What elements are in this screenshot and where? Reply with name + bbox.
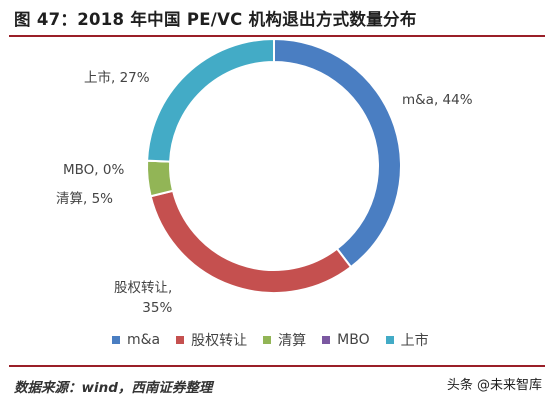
legend-item-mbo: MBO bbox=[322, 332, 370, 348]
legend-swatch bbox=[263, 336, 272, 344]
legend-item-ma: m&a bbox=[112, 332, 160, 348]
source-divider bbox=[9, 365, 545, 367]
label-equity-transfer-line2: 35% bbox=[142, 300, 173, 316]
legend-swatch bbox=[385, 336, 394, 344]
legend-label: 清算 bbox=[278, 333, 307, 349]
legend-item-ipo: 上市 bbox=[385, 330, 429, 350]
legend-swatch bbox=[112, 336, 120, 344]
donut-chart bbox=[146, 37, 402, 294]
label-equity-transfer: 股权转让, 35% bbox=[114, 278, 172, 318]
watermark-text: 头条 @未来智库 bbox=[446, 378, 542, 393]
source-note: 数据来源：wind，西南证券整理 bbox=[14, 380, 213, 396]
chart-title: 图 47：2018 年中国 PE/VC 机构退出方式数量分布 bbox=[14, 10, 417, 29]
legend-swatch bbox=[322, 336, 331, 344]
legend-swatch bbox=[176, 336, 185, 344]
donut-slice-4 bbox=[146, 37, 275, 163]
legend-item-equity-transfer: 股权转让 bbox=[176, 330, 247, 350]
label-equity-transfer-line1: 股权转让, bbox=[114, 280, 173, 296]
title-divider bbox=[9, 35, 545, 37]
label-mbo: MBO, 0% bbox=[63, 162, 125, 178]
donut-slice-1 bbox=[149, 189, 353, 294]
donut-slice-2 bbox=[146, 159, 175, 198]
watermark: 头条 @未来智库 bbox=[447, 374, 542, 393]
legend-label: m&a bbox=[127, 332, 161, 348]
donut-slice-0 bbox=[273, 37, 402, 269]
legend: m&a 股权转让 清算 MBO 上市 bbox=[112, 330, 429, 350]
legend-label: MBO bbox=[337, 332, 370, 348]
label-ma: m&a, 44% bbox=[402, 92, 473, 108]
label-ipo: 上市, 27% bbox=[84, 70, 150, 86]
label-liquidation: 清算, 5% bbox=[56, 191, 113, 207]
legend-label: 上市 bbox=[400, 333, 429, 349]
legend-item-liquidation: 清算 bbox=[263, 330, 306, 350]
legend-label: 股权转让 bbox=[191, 333, 248, 349]
